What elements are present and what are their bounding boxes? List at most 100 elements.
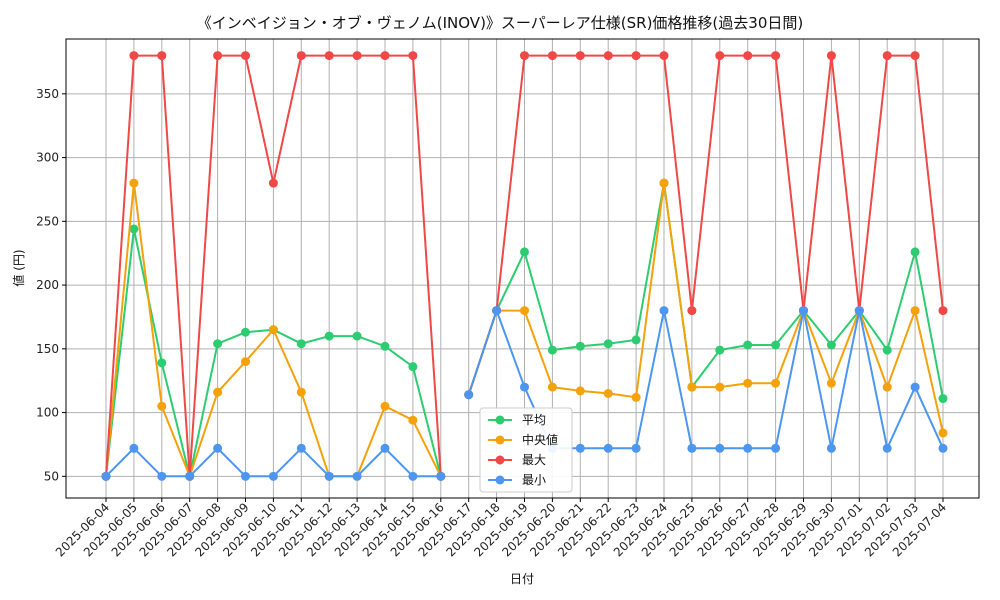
data-point [129,178,139,188]
data-point [547,382,557,392]
data-point [938,306,948,316]
legend-label: 中央値 [522,432,558,447]
data-point [296,387,306,397]
data-point [213,339,223,349]
data-point [520,247,529,257]
data-point [659,178,669,188]
x-axis-title: 日付 [510,572,534,586]
data-point [938,428,948,438]
data-point [324,51,334,61]
data-point [241,51,250,61]
data-point [715,443,725,453]
data-point [408,362,418,372]
data-point [157,358,167,368]
data-point [771,340,781,350]
data-point [213,387,223,397]
data-point [268,178,278,188]
data-point [324,471,334,481]
data-point [380,443,390,453]
data-point [631,392,641,402]
data-point [659,51,669,61]
data-point [129,224,139,234]
legend-swatch-marker [495,455,505,465]
y-tick-label: 50 [44,469,59,483]
data-point [520,51,529,61]
y-tick-label: 100 [36,406,59,420]
data-point [380,401,390,411]
series-layer [101,51,948,481]
data-point [324,331,334,341]
series-0 [101,178,948,481]
data-point [631,51,641,61]
data-point [743,340,753,350]
data-point [464,390,474,400]
data-point [882,382,892,392]
x-axis: 2025-06-042025-06-052025-06-062025-06-07… [53,498,949,559]
data-point [882,345,892,355]
legend-label: 最大 [522,453,546,467]
data-point [157,471,167,481]
data-point [938,443,948,453]
chart-title: 《インベイジョン・オブ・ヴェノム(INOV)》スーパーレア仕様(SR)価格推移(… [197,14,803,32]
data-point [157,51,167,61]
data-point [659,306,669,316]
data-point [408,51,418,61]
data-point [715,382,725,392]
data-point [436,471,446,481]
data-point [296,339,306,349]
data-point [910,382,920,392]
data-point [492,306,502,316]
data-point [743,51,753,61]
series-line [467,182,944,434]
data-point [157,401,167,411]
legend-swatch-marker [495,475,505,485]
plot-frame [65,38,980,499]
grid [66,39,979,498]
data-point [352,51,362,61]
y-tick-label: 350 [36,87,59,101]
data-point [826,51,836,61]
data-point [241,471,250,481]
data-point [185,471,195,481]
data-point [938,394,948,404]
data-point [603,443,613,453]
data-point [129,51,139,61]
data-point [631,443,641,453]
data-point [408,471,418,481]
data-point [771,378,781,388]
legend-label: 最小 [522,473,546,487]
legend-label: 平均 [522,413,546,427]
data-point [380,341,390,351]
data-point [743,378,753,388]
data-point [910,306,920,316]
data-point [603,51,613,61]
legend-swatch-marker [495,415,505,425]
data-point [882,443,892,453]
data-point [826,378,836,388]
y-tick-label: 250 [36,214,59,228]
y-axis-title: 値 (円) [11,249,26,286]
series-line [467,54,944,396]
data-point [603,388,613,398]
data-point [575,386,585,396]
data-point [631,335,641,345]
data-point [213,51,223,61]
data-point [910,51,920,61]
data-point [771,51,781,61]
data-point [826,443,836,453]
data-point [771,443,781,453]
data-point [241,327,250,337]
data-point [575,51,585,61]
y-tick-label: 150 [36,342,59,356]
data-point [687,382,697,392]
data-point [520,306,529,316]
data-point [408,415,418,425]
data-point [687,443,697,453]
data-point [296,443,306,453]
series-3 [101,306,948,481]
data-point [101,471,111,481]
data-point [575,443,585,453]
data-point [882,51,892,61]
data-point [799,306,808,316]
